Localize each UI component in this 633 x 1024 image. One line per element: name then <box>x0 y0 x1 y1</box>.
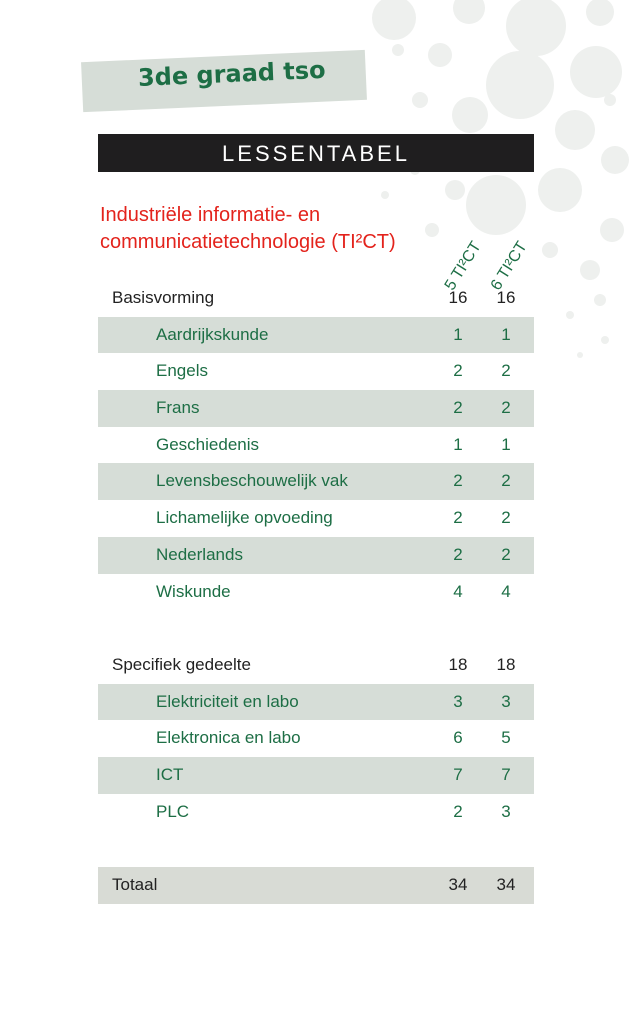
row-label: Totaal <box>112 875 158 894</box>
hours-6: 4 <box>501 581 511 601</box>
hours-6: 2 <box>501 544 511 564</box>
row-label: Lichamelijke opvoeding <box>156 508 333 528</box>
hours-5: 2 <box>453 544 463 564</box>
hours-5: 18 <box>448 654 468 674</box>
row-label: Geschiedenis <box>156 434 260 454</box>
hours-5: 2 <box>453 398 463 418</box>
hours-6: 1 <box>501 434 511 454</box>
table-row: Aardrijkskunde 1 1 <box>98 316 534 354</box>
table-row: PLC 2 3 <box>98 794 534 831</box>
hours-6: 2 <box>501 471 511 491</box>
hours-5: 7 <box>453 764 463 784</box>
table-row: ICT 7 7 <box>98 756 534 794</box>
row-label: Basisvorming <box>112 288 215 307</box>
hours-5: 2 <box>453 801 463 821</box>
row-spacer <box>98 830 534 867</box>
table-row: Levensbeschouwelijk vak 2 2 <box>98 463 534 501</box>
program-title-line-2: communicatietechnologie (TI²CT) <box>100 231 396 253</box>
table-row: Elektronica en labo 6 5 <box>98 720 534 757</box>
total-row: Totaal 34 34 <box>98 867 534 904</box>
hours-6: 18 <box>496 654 516 674</box>
table-row: Wiskunde 4 4 <box>98 574 534 611</box>
hours-5: 1 <box>453 434 463 454</box>
row-label: Elektronica en labo <box>156 728 301 748</box>
hours-5: 6 <box>453 728 463 748</box>
hours-5: 2 <box>453 471 463 491</box>
hours-5: 1 <box>453 324 463 344</box>
hours-5: 2 <box>453 508 463 528</box>
hours-5: 34 <box>448 875 468 894</box>
row-label: Engels <box>156 361 208 381</box>
hours-6: 16 <box>496 288 516 307</box>
row-label: Wiskunde <box>156 581 231 601</box>
section-row-specifiek: Specifiek gedeelte 18 18 <box>98 647 534 684</box>
page-title: LESSENTABEL <box>98 134 534 172</box>
hours-5: 3 <box>453 691 463 711</box>
row-label: Specifiek gedeelte <box>112 654 251 674</box>
row-label: Aardrijkskunde <box>156 324 269 344</box>
hours-6: 2 <box>501 361 511 381</box>
hours-6: 3 <box>501 801 511 821</box>
hours-5: 16 <box>448 288 468 307</box>
hours-6: 5 <box>501 728 511 748</box>
row-label: Frans <box>156 398 200 418</box>
hours-5: 2 <box>453 361 463 381</box>
table-row: Nederlands 2 2 <box>98 536 534 574</box>
row-label: Levensbeschouwelijk vak <box>156 471 348 491</box>
hours-6: 34 <box>496 875 516 894</box>
hours-6: 2 <box>501 508 511 528</box>
hours-6: 3 <box>501 691 511 711</box>
hours-5: 4 <box>453 581 463 601</box>
table-row: Lichamelijke opvoeding 2 2 <box>98 500 534 537</box>
hours-6: 7 <box>501 764 511 784</box>
row-spacer <box>98 610 534 647</box>
row-label: PLC <box>156 801 190 821</box>
lessons-table: Basisvorming 16 16 Aardrijkskunde 1 1 En… <box>98 280 534 904</box>
hours-6: 2 <box>501 398 511 418</box>
row-label: ICT <box>156 764 184 784</box>
table-row: Elektriciteit en labo 3 3 <box>98 683 534 721</box>
hours-6: 1 <box>501 324 511 344</box>
program-title: Industriële informatie- en communicatiet… <box>100 202 440 256</box>
table-row: Geschiedenis 1 1 <box>98 427 534 464</box>
row-label: Nederlands <box>156 544 243 564</box>
row-label: Elektriciteit en labo <box>156 691 299 711</box>
section-row-basisvorming: Basisvorming 16 16 <box>98 280 534 317</box>
program-title-line-1: Industriële informatie- en <box>100 204 321 226</box>
table-row: Engels 2 2 <box>98 353 534 390</box>
table-row: Frans 2 2 <box>98 390 534 427</box>
